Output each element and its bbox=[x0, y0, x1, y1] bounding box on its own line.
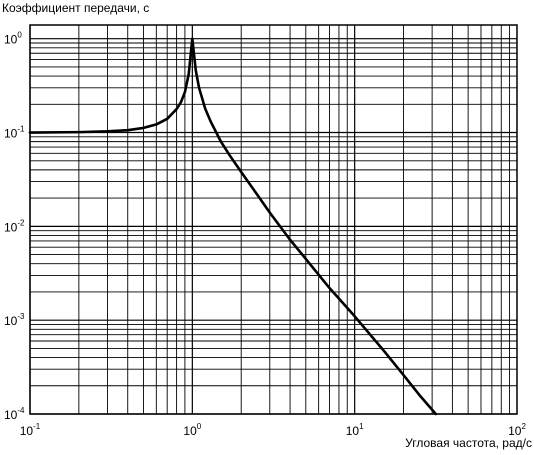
x-tick-label: 10-1 bbox=[20, 422, 41, 438]
plot-frame bbox=[29, 24, 518, 415]
x-tick-label: 100 bbox=[183, 422, 201, 438]
y-tick-label: 10-1 bbox=[4, 125, 25, 141]
x-tick-label: 101 bbox=[346, 422, 364, 438]
x-axis-title: Угловая частота, рад/с bbox=[405, 436, 532, 450]
tick-labels: 10-1 100 101 102 10-4 10-3 10-2 10-1 100 bbox=[4, 31, 526, 438]
grid-lines bbox=[29, 25, 517, 415]
y-tick-label: 100 bbox=[4, 31, 22, 47]
x-tick-label: 102 bbox=[508, 422, 526, 438]
series-layer bbox=[28, 37, 438, 416]
series-line bbox=[28, 37, 438, 416]
y-tick-label: 10-3 bbox=[4, 312, 25, 328]
y-tick-label: 10-4 bbox=[4, 406, 25, 422]
y-tick-label: 10-2 bbox=[4, 218, 25, 234]
y-axis-title: Коэффициент передачи, с bbox=[2, 1, 149, 15]
